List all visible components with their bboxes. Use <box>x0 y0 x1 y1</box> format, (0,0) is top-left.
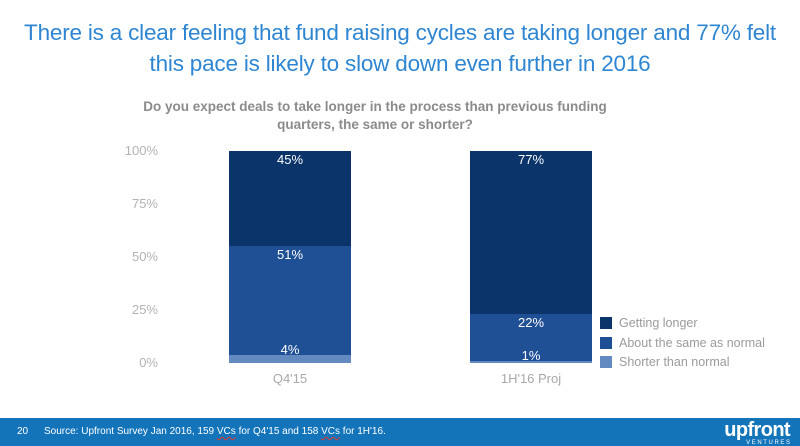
y-axis-tick-label: 50% <box>131 249 158 264</box>
page-number: 20 <box>17 426 29 437</box>
upfront-ventures-logo: upfront VENTURES <box>724 420 790 446</box>
x-axis-category-label: 1H'16 Proj <box>500 371 562 386</box>
chart-title: Do you expect deals to take longer in th… <box>75 98 675 133</box>
y-axis-tick-label: 75% <box>131 196 158 211</box>
bar-segment-value-label: 77% <box>517 152 545 167</box>
legend-color-swatch <box>600 356 612 368</box>
y-axis-tick-label: 0% <box>139 355 158 370</box>
source-text-segment: Source: Upfront Survey Jan 2016, 159 <box>44 426 217 437</box>
y-axis-tick-label: 25% <box>131 302 158 317</box>
legend-label: Getting longer <box>619 316 698 330</box>
x-axis-category-label: Q4'15 <box>272 371 308 386</box>
slide-title-line-2: this pace is likely to slow down even fu… <box>149 51 651 76</box>
bar-segment-value-label: 45% <box>276 152 304 167</box>
source-text-segment: for 1H'16. <box>340 426 386 437</box>
bar-segment-value-label: 22% <box>517 315 545 331</box>
chart-title-line-1: Do you expect deals to take longer in th… <box>143 99 607 114</box>
source-text: Source: Upfront Survey Jan 2016, 159 VCs… <box>44 426 386 437</box>
legend-label: About the same as normal <box>619 335 765 350</box>
logo-wordmark: upfront <box>724 419 790 441</box>
bar-segment <box>470 360 592 363</box>
legend-label: Shorter than normal <box>619 355 730 369</box>
y-axis-tick-label: 100% <box>124 143 158 158</box>
source-text-misspelled-word: VCs <box>216 426 236 437</box>
bar-segment <box>229 354 351 363</box>
legend-color-swatch <box>600 336 612 349</box>
slide-title-line-1: There is a clear feeling that fund raisi… <box>24 20 776 45</box>
bar-segment <box>229 246 351 355</box>
bar-segment <box>470 314 592 361</box>
logo-subtext: VENTURES <box>746 440 792 446</box>
bar-segment-value-label: 51% <box>276 247 304 263</box>
bar-segment <box>229 151 351 247</box>
source-text-segment: for Q4'15 and 158 <box>235 426 322 437</box>
bar-segment-value-label: 4% <box>280 341 300 357</box>
bar-segment <box>470 151 592 315</box>
footer-bar: 20 Source: Upfront Survey Jan 2016, 159 … <box>0 418 800 446</box>
source-text-misspelled-word: VCs <box>321 426 341 437</box>
legend-color-swatch <box>600 317 612 329</box>
bar-segment-value-label: 1% <box>521 347 541 363</box>
chart-title-line-2: quarters, the same or shorter? <box>277 116 473 132</box>
slide-title: There is a clear feeling that fund raisi… <box>0 17 800 79</box>
